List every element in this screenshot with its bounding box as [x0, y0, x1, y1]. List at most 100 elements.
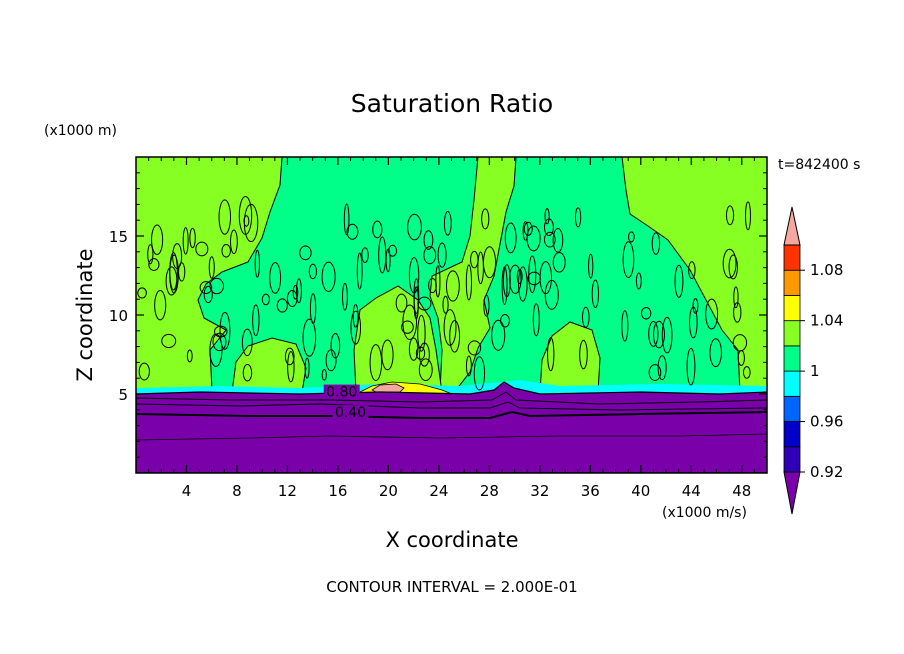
cloud-fringe-contour	[621, 310, 629, 342]
cloud-fringe-contour	[423, 246, 437, 265]
cloud-fringe-contour	[269, 262, 282, 294]
cloud-fringe-contour	[579, 339, 588, 370]
cloud-fringe-contour	[241, 328, 253, 357]
cloud-fringe-contour	[481, 208, 490, 230]
cloud-fringe-contour	[648, 321, 659, 347]
cloud-fringe-contour	[745, 201, 751, 231]
cloud-fringe-contour	[302, 318, 317, 357]
contour-fringes	[137, 196, 751, 391]
cloud-fringe-contour	[742, 366, 751, 379]
x-axis: 4 8 12 16 20 24 28 32 36 40 44 48	[148, 157, 755, 500]
cloud-fringe-contour	[199, 281, 213, 294]
cloud-fringe-contour	[508, 264, 522, 294]
cloud-fringe-contour	[543, 231, 556, 248]
colorbar-bin	[783, 269, 801, 296]
cloud-fringe-contour	[588, 253, 594, 279]
cloud-fringe-contour	[465, 264, 473, 301]
cloud-fringe-contour	[443, 309, 457, 346]
cloud-fringe-contour	[674, 264, 684, 298]
cloud-fringe-contour	[428, 277, 437, 294]
contour-label-bg	[323, 384, 360, 399]
cloud-fringe-contour	[692, 298, 699, 314]
colorbar-bin	[783, 320, 801, 347]
contour-interval-label: CONTOUR INTERVAL = 2.000E-01	[326, 578, 577, 596]
colorbar-bin	[783, 370, 801, 397]
cloud-fringe-contour	[284, 347, 295, 366]
colorbar-bin	[783, 345, 801, 372]
x-axis-label: X coordinate	[385, 528, 518, 552]
x-tick-label: 48	[732, 482, 751, 500]
colorbar: 0.92 0.96 1 1.04 1.08	[783, 206, 843, 515]
cloud-fringe-contour	[154, 289, 167, 321]
cloud-fringe-contour	[686, 347, 696, 386]
cloud-fringe-contour	[504, 222, 517, 254]
cloud-fringe-contour	[501, 266, 508, 305]
cloud-fringe-contour	[449, 320, 461, 353]
cloud-fringe-contour	[470, 250, 479, 269]
x-tick-label: 28	[480, 482, 499, 500]
cloud-fringe-contour	[640, 307, 652, 320]
colorbar-bin	[783, 446, 801, 473]
cloud-fringe-contour	[238, 196, 253, 235]
cloud-fringe-contour	[276, 298, 288, 313]
y-tick-label: 10	[109, 307, 128, 325]
cloud-fringe-contour	[138, 362, 150, 381]
cloud-fringe-contour	[725, 205, 735, 226]
cloud-fringe-contour	[378, 236, 387, 274]
cloud-fringe-contour	[635, 272, 642, 290]
cloud-fringe-contour	[657, 355, 667, 381]
x-tick-label: 32	[530, 482, 549, 500]
cloud-fringe-contour	[483, 294, 490, 317]
contour-line-1	[136, 391, 767, 405]
cloud-fringe-contour	[356, 252, 363, 290]
cloud-fringe-contour	[209, 333, 223, 367]
cloud-fringe-contour	[321, 261, 336, 292]
cloud-fringe-contour	[528, 255, 537, 294]
x-tick-label: 40	[631, 482, 650, 500]
colorbar-bin	[783, 244, 801, 271]
y-axis-label: Z coordinate	[73, 248, 97, 381]
colorbar-tick-label: 1.08	[810, 261, 843, 279]
cloud-fringe-contour	[342, 282, 348, 311]
cloud-fringe-contour	[388, 244, 398, 257]
cloud-fringe-contour	[442, 295, 449, 314]
cloud-fringe-contour	[137, 287, 147, 299]
chart-title: Saturation Ratio	[351, 89, 553, 118]
colorbar-tick-label: 1.04	[810, 312, 843, 330]
cloud-fringe-contour	[413, 286, 419, 320]
x-units-label: (x1000 m/s)	[662, 505, 747, 521]
cloud-fringe-contour	[254, 249, 260, 278]
field-purple-layer	[136, 381, 767, 473]
cloud-fringe-contour	[221, 244, 231, 258]
cloud-fringe-contour	[218, 199, 232, 235]
cloud-fringe-contour	[148, 258, 160, 271]
cloud-fringe-contour	[287, 351, 295, 383]
cloud-fringe-contour	[343, 203, 350, 236]
cloud-fringe-contour	[518, 266, 528, 302]
cloud-fringe-contour	[402, 304, 418, 341]
cloud-fringe-contour	[161, 333, 177, 349]
cloud-fringe-contour	[261, 293, 270, 306]
cloud-fringe-contour	[482, 246, 497, 279]
time-label: t=842400 s	[778, 157, 860, 173]
contour-line-2	[136, 401, 767, 411]
cloud-fringe-contour	[547, 337, 555, 372]
cloud-fringe-contour	[407, 213, 422, 241]
colorbar-bin	[783, 295, 801, 322]
cloud-fringe-contour	[252, 304, 260, 337]
cloud-fringe-contour	[491, 319, 506, 351]
cloud-fringe-contour	[705, 298, 719, 330]
cloud-fringe-contour	[182, 227, 189, 255]
cloud-fringe-contour	[648, 364, 662, 381]
cloud-fringe-contour	[381, 339, 394, 371]
x-tick-label: 8	[232, 482, 242, 500]
cloud-fringe-contour	[733, 302, 742, 323]
colorbar-under-triangle	[783, 471, 801, 515]
cloud-fringe-contour	[219, 311, 231, 350]
cloud-fringe-contour	[169, 252, 178, 291]
cloud-fringe-contour	[661, 316, 673, 354]
y-axis: 5 10 15	[109, 172, 767, 458]
cloud-fringe-contour	[651, 232, 661, 255]
x-tick-label: 12	[278, 482, 297, 500]
